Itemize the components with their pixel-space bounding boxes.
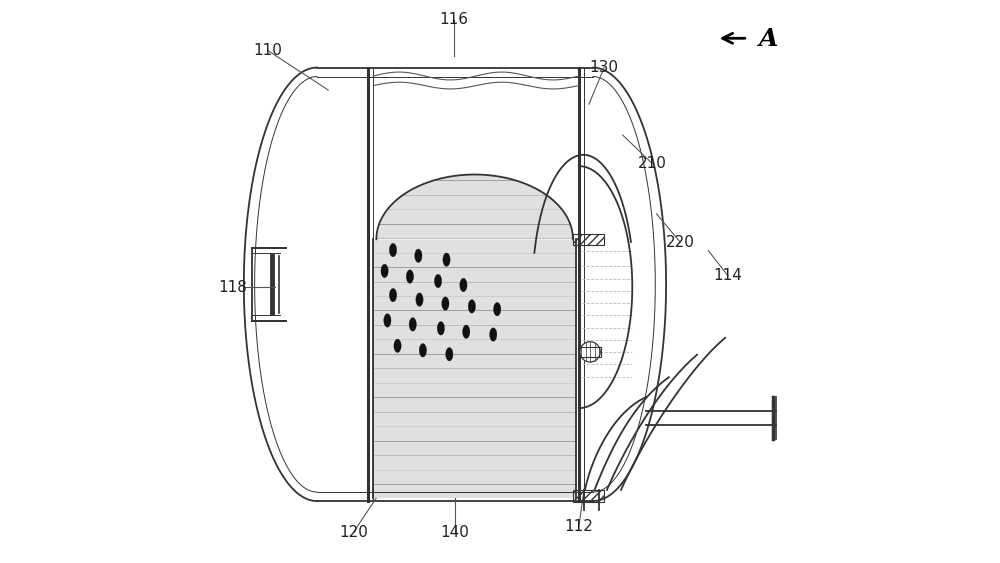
Polygon shape <box>463 325 470 338</box>
Text: 112: 112 <box>564 519 593 534</box>
Polygon shape <box>437 321 445 335</box>
Text: 118: 118 <box>218 280 247 294</box>
Polygon shape <box>415 249 422 262</box>
Polygon shape <box>446 347 453 361</box>
Text: A: A <box>759 28 778 51</box>
Text: 130: 130 <box>590 60 619 75</box>
Text: 110: 110 <box>254 43 282 58</box>
Polygon shape <box>394 339 401 352</box>
Polygon shape <box>442 297 449 310</box>
Polygon shape <box>468 300 476 313</box>
Polygon shape <box>389 243 397 257</box>
Text: 116: 116 <box>439 12 468 27</box>
Text: 210: 210 <box>638 156 666 171</box>
Polygon shape <box>389 288 397 302</box>
Circle shape <box>580 342 600 362</box>
Polygon shape <box>434 274 442 288</box>
Polygon shape <box>373 175 576 498</box>
Text: 140: 140 <box>441 525 469 539</box>
Polygon shape <box>381 264 388 278</box>
Bar <box>573 234 604 245</box>
Polygon shape <box>416 293 423 306</box>
Polygon shape <box>443 253 450 266</box>
Polygon shape <box>406 270 414 283</box>
Polygon shape <box>490 328 497 341</box>
Bar <box>573 490 604 502</box>
Polygon shape <box>419 343 427 357</box>
Text: 114: 114 <box>714 269 742 283</box>
Polygon shape <box>384 314 391 327</box>
Polygon shape <box>494 302 501 316</box>
Polygon shape <box>409 318 416 331</box>
Text: 220: 220 <box>666 235 695 249</box>
Polygon shape <box>460 278 467 292</box>
Text: 120: 120 <box>339 525 368 539</box>
